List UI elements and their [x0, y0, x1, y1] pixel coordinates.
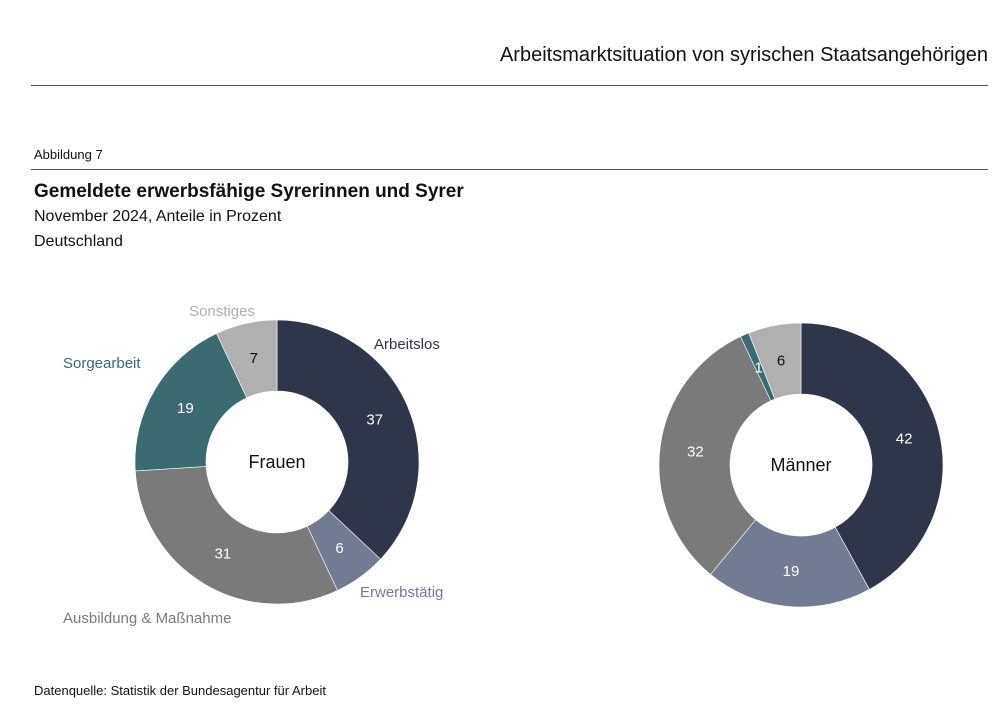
chart-title: Gemeldete erwerbsfähige Syrerinnen und S… [34, 181, 464, 202]
donut-center-label-frauen: Frauen [248, 452, 305, 472]
figure-number: Abbildung 7 [34, 147, 103, 162]
value-label-maenner-sonstiges: 6 [777, 352, 785, 369]
data-source: Datenquelle: Statistik der Bundesagentur… [34, 683, 326, 698]
value-label-frauen-erwerbstaetig: 6 [335, 540, 343, 557]
value-label-maenner-erwerbstaetig: 19 [783, 563, 800, 580]
category-label-arbeitslos: Arbeitslos [374, 336, 440, 353]
slice-maenner-ausbildung-massnahme [658, 336, 772, 575]
figure-divider [31, 169, 988, 170]
donut-center-label-maenner: Männer [770, 455, 831, 475]
chart-subtitle: November 2024, Anteile in Prozent [34, 208, 282, 225]
value-label-frauen-sorgearbeit: 19 [177, 400, 194, 417]
slice-maenner-sonstiges [748, 322, 802, 400]
donut-frauen: 37 Arbeitslos 6 Erwerbstätig 31 Ausbildung & … [63, 303, 443, 627]
slice-frauen-sorgearbeit [134, 333, 248, 472]
category-label-sonstiges: Sonstiges [189, 303, 255, 320]
value-label-maenner-arbeitslos: 42 [896, 431, 913, 448]
value-label-frauen-sonstiges: 7 [250, 350, 258, 367]
header-divider [31, 85, 988, 86]
page-header-title: Arbeitsmarktsituation von syrischen Staa… [499, 44, 988, 66]
value-label-maenner-ausbildung-massnahme: 32 [687, 444, 704, 461]
value-label-maenner-sorgearbeit: 1 [755, 359, 763, 376]
category-label-ausbildung-massnahme: Ausbildung & Maßnahme [63, 610, 231, 627]
donut-maenner: 42 19 32 1 6 Männer [658, 322, 944, 608]
slice-frauen-sonstiges [216, 319, 278, 399]
slice-maenner-arbeitslos [800, 322, 944, 590]
value-label-frauen-arbeitslos: 37 [366, 412, 383, 429]
category-label-erwerbstaetig: Erwerbstätig [360, 584, 443, 601]
chart-region: Deutschland [34, 233, 123, 250]
slice-maenner-erwerbstaetig [710, 519, 870, 608]
slice-frauen-arbeitslos [276, 319, 420, 560]
category-label-sorgearbeit: Sorgearbeit [63, 355, 141, 372]
slice-frauen-ausbildung-massnahme [134, 466, 338, 605]
value-label-frauen-ausbildung-massnahme: 31 [214, 546, 231, 563]
